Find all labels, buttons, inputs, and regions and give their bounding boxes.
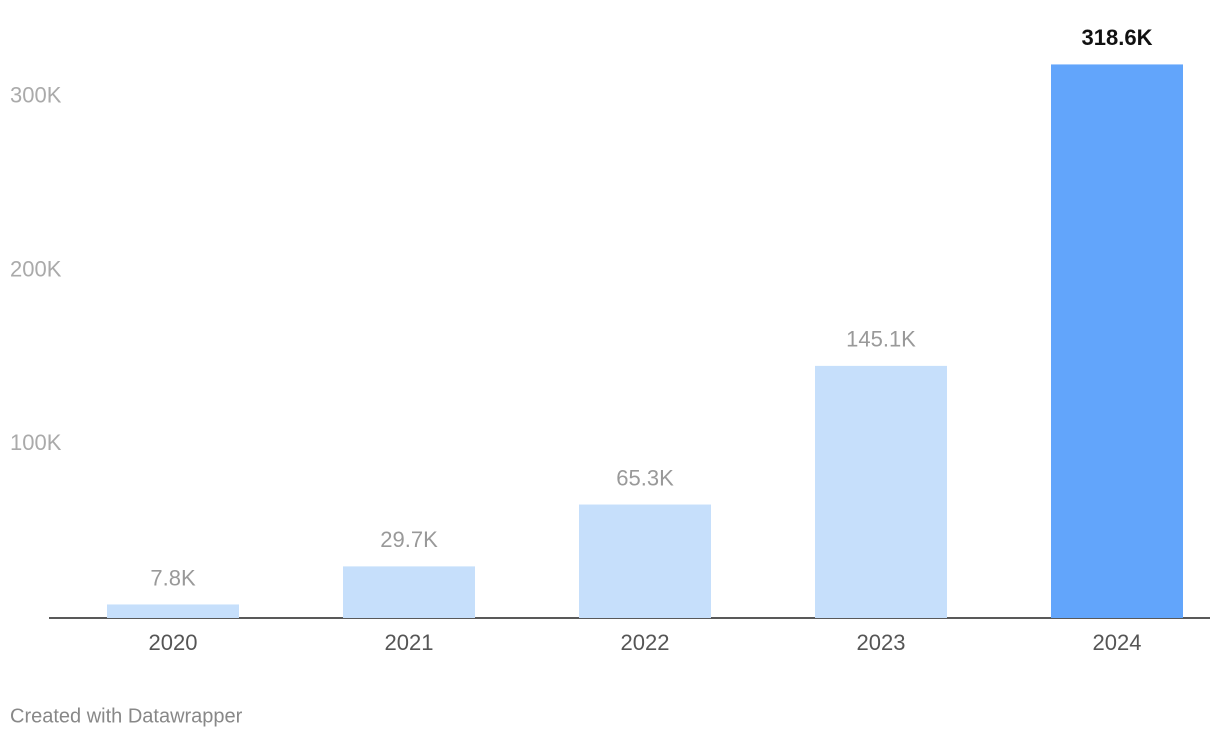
bar [343, 566, 475, 618]
x-tick-label: 2023 [857, 630, 906, 655]
bar [1051, 64, 1183, 619]
value-label: 145.1K [846, 327, 916, 352]
y-tick-label: 100K [10, 430, 62, 455]
footer: Created with Datawrapper [10, 705, 243, 727]
x-tick-label: 2022 [621, 630, 670, 655]
value-label: 29.7K [380, 527, 438, 552]
bar [107, 604, 239, 618]
y-tick-label: 200K [10, 256, 62, 281]
value-label: 318.6K [1082, 25, 1153, 50]
value-label: 7.8K [150, 565, 196, 590]
x-tick-label: 2020 [149, 630, 198, 655]
y-tick-label: 300K [10, 83, 62, 108]
bar [579, 504, 711, 618]
x-tick-label: 2024 [1093, 630, 1142, 655]
value-label: 65.3K [616, 465, 674, 490]
x-tick-label: 2021 [385, 630, 434, 655]
bar [815, 365, 947, 618]
